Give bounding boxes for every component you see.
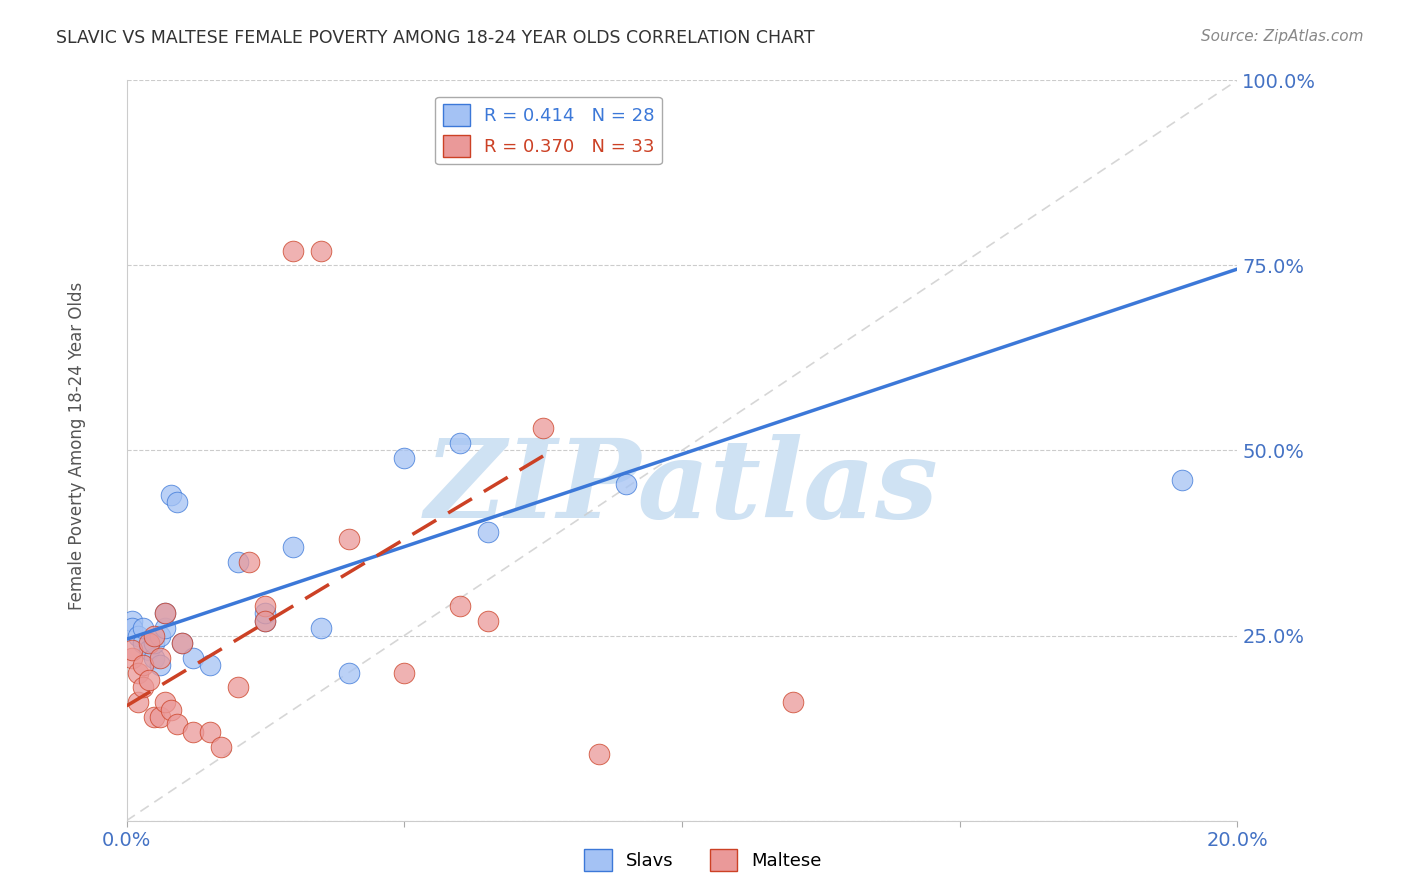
Point bbox=[394, 450, 416, 465]
Point bbox=[149, 658, 172, 673]
Point bbox=[132, 681, 155, 695]
Point bbox=[254, 599, 277, 613]
Point bbox=[226, 555, 249, 569]
Point bbox=[477, 524, 499, 539]
Point bbox=[477, 614, 499, 628]
Point bbox=[127, 695, 149, 709]
Point bbox=[132, 658, 155, 673]
Point bbox=[309, 621, 332, 635]
Point bbox=[281, 244, 304, 258]
Point bbox=[121, 650, 143, 665]
Point bbox=[166, 717, 188, 731]
Point bbox=[531, 421, 554, 435]
Point bbox=[127, 665, 149, 680]
Point bbox=[614, 476, 637, 491]
Point bbox=[181, 650, 204, 665]
Point bbox=[160, 703, 183, 717]
Point bbox=[149, 650, 172, 665]
Point bbox=[127, 628, 149, 642]
Point bbox=[449, 599, 471, 613]
Point bbox=[254, 614, 277, 628]
Point bbox=[449, 436, 471, 450]
Point bbox=[588, 747, 610, 761]
Point bbox=[143, 636, 166, 650]
Point bbox=[143, 710, 166, 724]
Point bbox=[394, 665, 416, 680]
Text: ZIPatlas: ZIPatlas bbox=[425, 434, 939, 541]
Point bbox=[155, 621, 177, 635]
Point bbox=[238, 555, 260, 569]
Point bbox=[209, 739, 232, 754]
Point bbox=[281, 540, 304, 554]
Point bbox=[155, 607, 177, 621]
Point bbox=[132, 621, 155, 635]
Point bbox=[138, 643, 160, 657]
Legend: Slavs, Maltese: Slavs, Maltese bbox=[578, 842, 828, 879]
Point bbox=[1170, 473, 1192, 487]
Point bbox=[121, 621, 143, 635]
Point bbox=[226, 681, 249, 695]
Point bbox=[149, 710, 172, 724]
Point bbox=[143, 650, 166, 665]
Point bbox=[121, 643, 143, 657]
Point bbox=[198, 658, 221, 673]
Point bbox=[121, 614, 143, 628]
Point bbox=[143, 628, 166, 642]
Point bbox=[254, 614, 277, 628]
Point bbox=[309, 244, 332, 258]
Point bbox=[337, 533, 360, 547]
Point bbox=[782, 695, 804, 709]
Point bbox=[138, 636, 160, 650]
Point bbox=[155, 695, 177, 709]
Text: Source: ZipAtlas.com: Source: ZipAtlas.com bbox=[1201, 29, 1364, 44]
Point bbox=[166, 495, 188, 509]
Point bbox=[198, 724, 221, 739]
Point bbox=[337, 665, 360, 680]
Legend: R = 0.414   N = 28, R = 0.370   N = 33: R = 0.414 N = 28, R = 0.370 N = 33 bbox=[436, 96, 662, 164]
Point bbox=[155, 607, 177, 621]
Point bbox=[149, 628, 172, 642]
Point bbox=[138, 673, 160, 687]
Text: Female Poverty Among 18-24 Year Olds: Female Poverty Among 18-24 Year Olds bbox=[69, 282, 86, 610]
Text: SLAVIC VS MALTESE FEMALE POVERTY AMONG 18-24 YEAR OLDS CORRELATION CHART: SLAVIC VS MALTESE FEMALE POVERTY AMONG 1… bbox=[56, 29, 815, 46]
Point bbox=[172, 636, 194, 650]
Point bbox=[181, 724, 204, 739]
Point bbox=[160, 488, 183, 502]
Point bbox=[172, 636, 194, 650]
Point bbox=[254, 607, 277, 621]
Point bbox=[132, 636, 155, 650]
